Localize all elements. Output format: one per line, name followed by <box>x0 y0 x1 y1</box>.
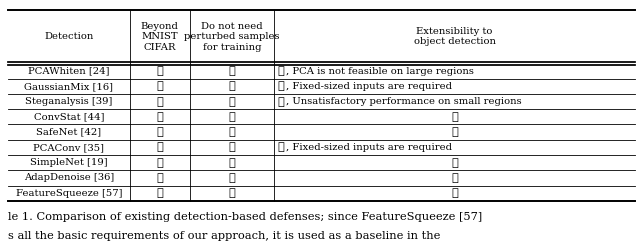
Text: ✓: ✓ <box>156 188 163 198</box>
Text: SimpleNet [19]: SimpleNet [19] <box>30 158 108 167</box>
Text: ✓: ✓ <box>451 173 458 183</box>
Text: ✗: ✗ <box>228 158 236 168</box>
Text: s all the basic requirements of our approach, it is used as a baseline in the: s all the basic requirements of our appr… <box>8 231 440 241</box>
Text: , PCA is not feasible on large regions: , PCA is not feasible on large regions <box>285 66 474 76</box>
Text: ✓: ✓ <box>451 127 458 137</box>
Text: ✓: ✓ <box>156 173 163 183</box>
Text: Detection: Detection <box>44 32 93 41</box>
Text: Extensibility to
object detection: Extensibility to object detection <box>413 27 495 46</box>
Text: Do not need
perturbed samples
for training: Do not need perturbed samples for traini… <box>184 22 280 52</box>
Text: ✗: ✗ <box>228 142 236 153</box>
Text: PCAWhiten [24]: PCAWhiten [24] <box>28 66 109 76</box>
Text: ✓: ✓ <box>156 96 163 107</box>
Text: ✗: ✗ <box>278 142 284 153</box>
Text: , Unsatisfactory performance on small regions: , Unsatisfactory performance on small re… <box>285 97 522 106</box>
Text: Beyond
MNIST
CIFAR: Beyond MNIST CIFAR <box>141 22 179 52</box>
Text: Steganalysis [39]: Steganalysis [39] <box>25 97 113 106</box>
Text: ✓: ✓ <box>451 188 458 198</box>
Text: PCAConv [35]: PCAConv [35] <box>33 143 104 152</box>
Text: ✗: ✗ <box>228 112 236 122</box>
Text: ✗: ✗ <box>156 112 163 122</box>
Text: ✗: ✗ <box>156 158 163 168</box>
Text: ConvStat [44]: ConvStat [44] <box>33 112 104 121</box>
Text: ✓: ✓ <box>156 127 163 137</box>
Text: ✗: ✗ <box>156 81 163 91</box>
Text: ✗: ✗ <box>228 173 236 183</box>
Text: le 1. Comparison of existing detection-based defenses; since FeatureSqueeze [57]: le 1. Comparison of existing detection-b… <box>8 212 482 222</box>
Text: ✗: ✗ <box>278 81 284 91</box>
Text: AdapDenoise [36]: AdapDenoise [36] <box>24 173 114 183</box>
Text: ✗: ✗ <box>278 96 284 107</box>
Text: , Fixed-sized inputs are required: , Fixed-sized inputs are required <box>285 143 452 152</box>
Text: ✓: ✓ <box>228 188 236 198</box>
Text: ✗: ✗ <box>156 66 163 76</box>
Text: ✓: ✓ <box>156 142 163 153</box>
Text: FeatureSqueeze [57]: FeatureSqueeze [57] <box>15 189 122 198</box>
Text: ✓: ✓ <box>451 112 458 122</box>
Text: ✗: ✗ <box>228 81 236 91</box>
Text: ✓: ✓ <box>451 158 458 168</box>
Text: , Fixed-sized inputs are required: , Fixed-sized inputs are required <box>285 82 452 91</box>
Text: ✗: ✗ <box>278 66 284 76</box>
Text: SafeNet [42]: SafeNet [42] <box>36 128 101 137</box>
Text: ✗: ✗ <box>228 127 236 137</box>
Text: ✗: ✗ <box>228 96 236 107</box>
Text: ✓: ✓ <box>228 66 236 76</box>
Text: GaussianMix [16]: GaussianMix [16] <box>24 82 113 91</box>
